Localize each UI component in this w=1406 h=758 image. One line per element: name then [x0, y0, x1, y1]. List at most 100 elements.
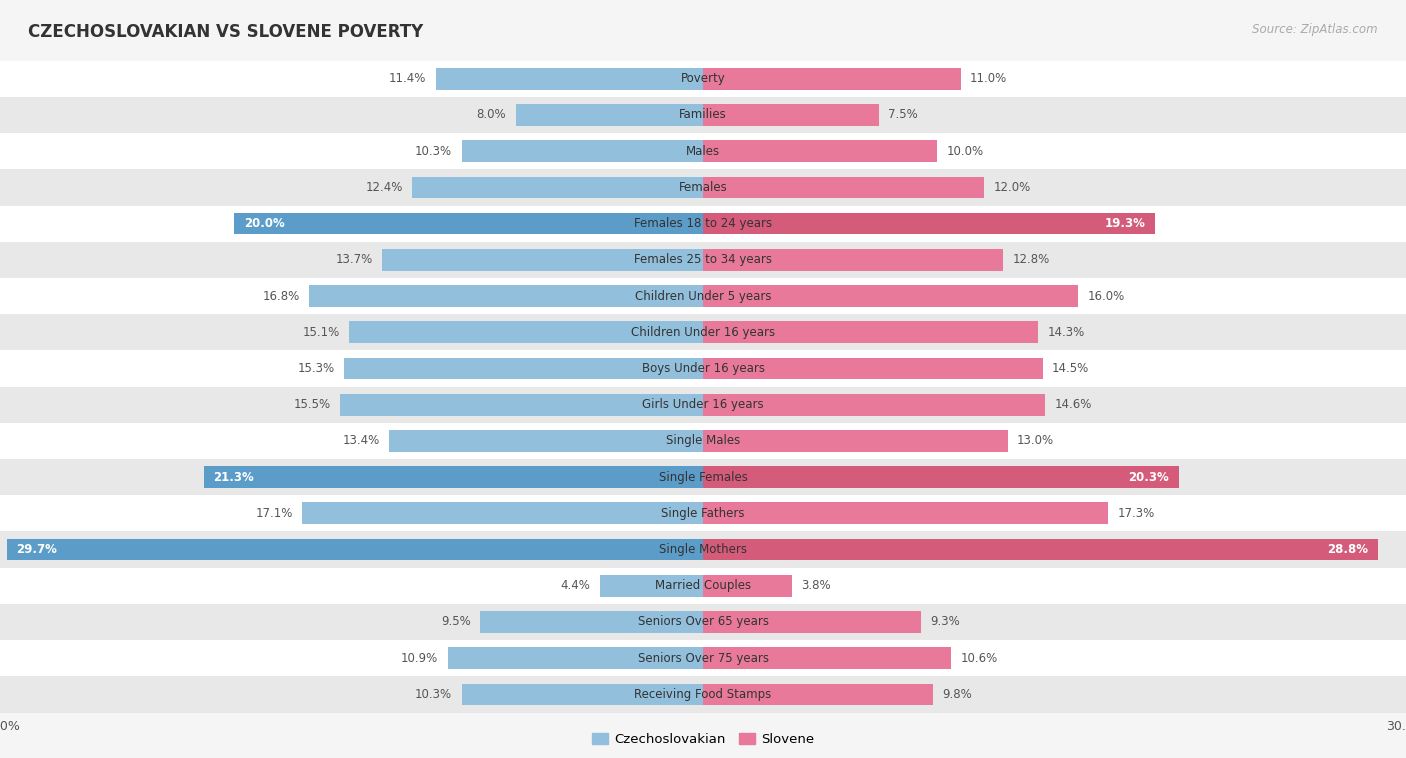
Text: 10.9%: 10.9% [401, 652, 439, 665]
Text: Source: ZipAtlas.com: Source: ZipAtlas.com [1253, 23, 1378, 36]
Text: Females: Females [679, 181, 727, 194]
Text: 13.7%: 13.7% [336, 253, 373, 266]
Text: Single Mothers: Single Mothers [659, 543, 747, 556]
Bar [340, 394, 703, 415]
Text: 8.0%: 8.0% [477, 108, 506, 121]
Text: 14.3%: 14.3% [1047, 326, 1084, 339]
Bar [703, 321, 1038, 343]
Text: 14.5%: 14.5% [1052, 362, 1090, 375]
Text: 10.0%: 10.0% [946, 145, 984, 158]
Text: 17.3%: 17.3% [1118, 507, 1154, 520]
Bar [703, 249, 1002, 271]
Text: 16.0%: 16.0% [1087, 290, 1125, 302]
Text: 10.6%: 10.6% [960, 652, 998, 665]
Text: Males: Males [686, 145, 720, 158]
Text: 9.8%: 9.8% [942, 688, 972, 701]
Bar [0, 242, 1406, 278]
Text: Boys Under 16 years: Boys Under 16 years [641, 362, 765, 375]
Bar [703, 213, 1156, 234]
Bar [0, 676, 1406, 713]
Text: 3.8%: 3.8% [801, 579, 831, 592]
Text: 13.4%: 13.4% [343, 434, 380, 447]
Bar [703, 503, 1108, 525]
Bar [703, 430, 1008, 452]
Bar [412, 177, 703, 199]
Text: 15.3%: 15.3% [298, 362, 335, 375]
Bar [0, 423, 1406, 459]
Text: Married Couples: Married Couples [655, 579, 751, 592]
Bar [0, 205, 1406, 242]
Text: 11.0%: 11.0% [970, 72, 1007, 85]
Text: 4.4%: 4.4% [561, 579, 591, 592]
Text: 19.3%: 19.3% [1105, 217, 1146, 230]
Text: 15.1%: 15.1% [302, 326, 340, 339]
Bar [0, 314, 1406, 350]
Bar [389, 430, 703, 452]
Text: Females 25 to 34 years: Females 25 to 34 years [634, 253, 772, 266]
Bar [447, 647, 703, 669]
Bar [7, 539, 703, 560]
Text: 17.1%: 17.1% [256, 507, 292, 520]
Text: 20.3%: 20.3% [1129, 471, 1170, 484]
Text: 14.6%: 14.6% [1054, 398, 1092, 411]
Text: Poverty: Poverty [681, 72, 725, 85]
Bar [382, 249, 703, 271]
Text: Children Under 16 years: Children Under 16 years [631, 326, 775, 339]
Bar [0, 133, 1406, 169]
Bar [703, 140, 938, 162]
Bar [703, 684, 932, 705]
Text: 10.3%: 10.3% [415, 145, 453, 158]
Bar [349, 321, 703, 343]
Bar [344, 358, 703, 379]
Text: 9.3%: 9.3% [931, 615, 960, 628]
Bar [0, 350, 1406, 387]
Text: Single Fathers: Single Fathers [661, 507, 745, 520]
Bar [204, 466, 703, 488]
Bar [0, 169, 1406, 205]
Text: CZECHOSLOVAKIAN VS SLOVENE POVERTY: CZECHOSLOVAKIAN VS SLOVENE POVERTY [28, 23, 423, 41]
Text: 28.8%: 28.8% [1327, 543, 1368, 556]
Text: Single Females: Single Females [658, 471, 748, 484]
Text: 12.4%: 12.4% [366, 181, 404, 194]
Text: Girls Under 16 years: Girls Under 16 years [643, 398, 763, 411]
Bar [461, 684, 703, 705]
Bar [0, 604, 1406, 640]
Bar [309, 285, 703, 307]
Bar [0, 61, 1406, 97]
Text: Families: Families [679, 108, 727, 121]
Bar [703, 358, 1043, 379]
Bar [436, 68, 703, 89]
Bar [0, 640, 1406, 676]
Bar [703, 611, 921, 633]
Text: 11.4%: 11.4% [389, 72, 426, 85]
Bar [0, 531, 1406, 568]
Text: 20.0%: 20.0% [243, 217, 284, 230]
Text: 9.5%: 9.5% [441, 615, 471, 628]
Bar [302, 503, 703, 525]
Bar [481, 611, 703, 633]
Text: 15.5%: 15.5% [294, 398, 330, 411]
Bar [703, 394, 1045, 415]
Bar [0, 568, 1406, 604]
Text: 12.0%: 12.0% [994, 181, 1031, 194]
Bar [703, 575, 792, 597]
Text: Seniors Over 65 years: Seniors Over 65 years [637, 615, 769, 628]
Text: Receiving Food Stamps: Receiving Food Stamps [634, 688, 772, 701]
Bar [703, 466, 1178, 488]
Text: Children Under 5 years: Children Under 5 years [634, 290, 772, 302]
Bar [0, 459, 1406, 495]
Bar [0, 97, 1406, 133]
Text: 29.7%: 29.7% [17, 543, 58, 556]
Text: 21.3%: 21.3% [214, 471, 254, 484]
Bar [235, 213, 703, 234]
Legend: Czechoslovakian, Slovene: Czechoslovakian, Slovene [586, 728, 820, 751]
Bar [600, 575, 703, 597]
Text: 12.8%: 12.8% [1012, 253, 1049, 266]
Bar [0, 495, 1406, 531]
Bar [461, 140, 703, 162]
Bar [703, 68, 960, 89]
Bar [703, 285, 1078, 307]
Bar [0, 278, 1406, 314]
Text: 10.3%: 10.3% [415, 688, 453, 701]
Text: 13.0%: 13.0% [1017, 434, 1054, 447]
